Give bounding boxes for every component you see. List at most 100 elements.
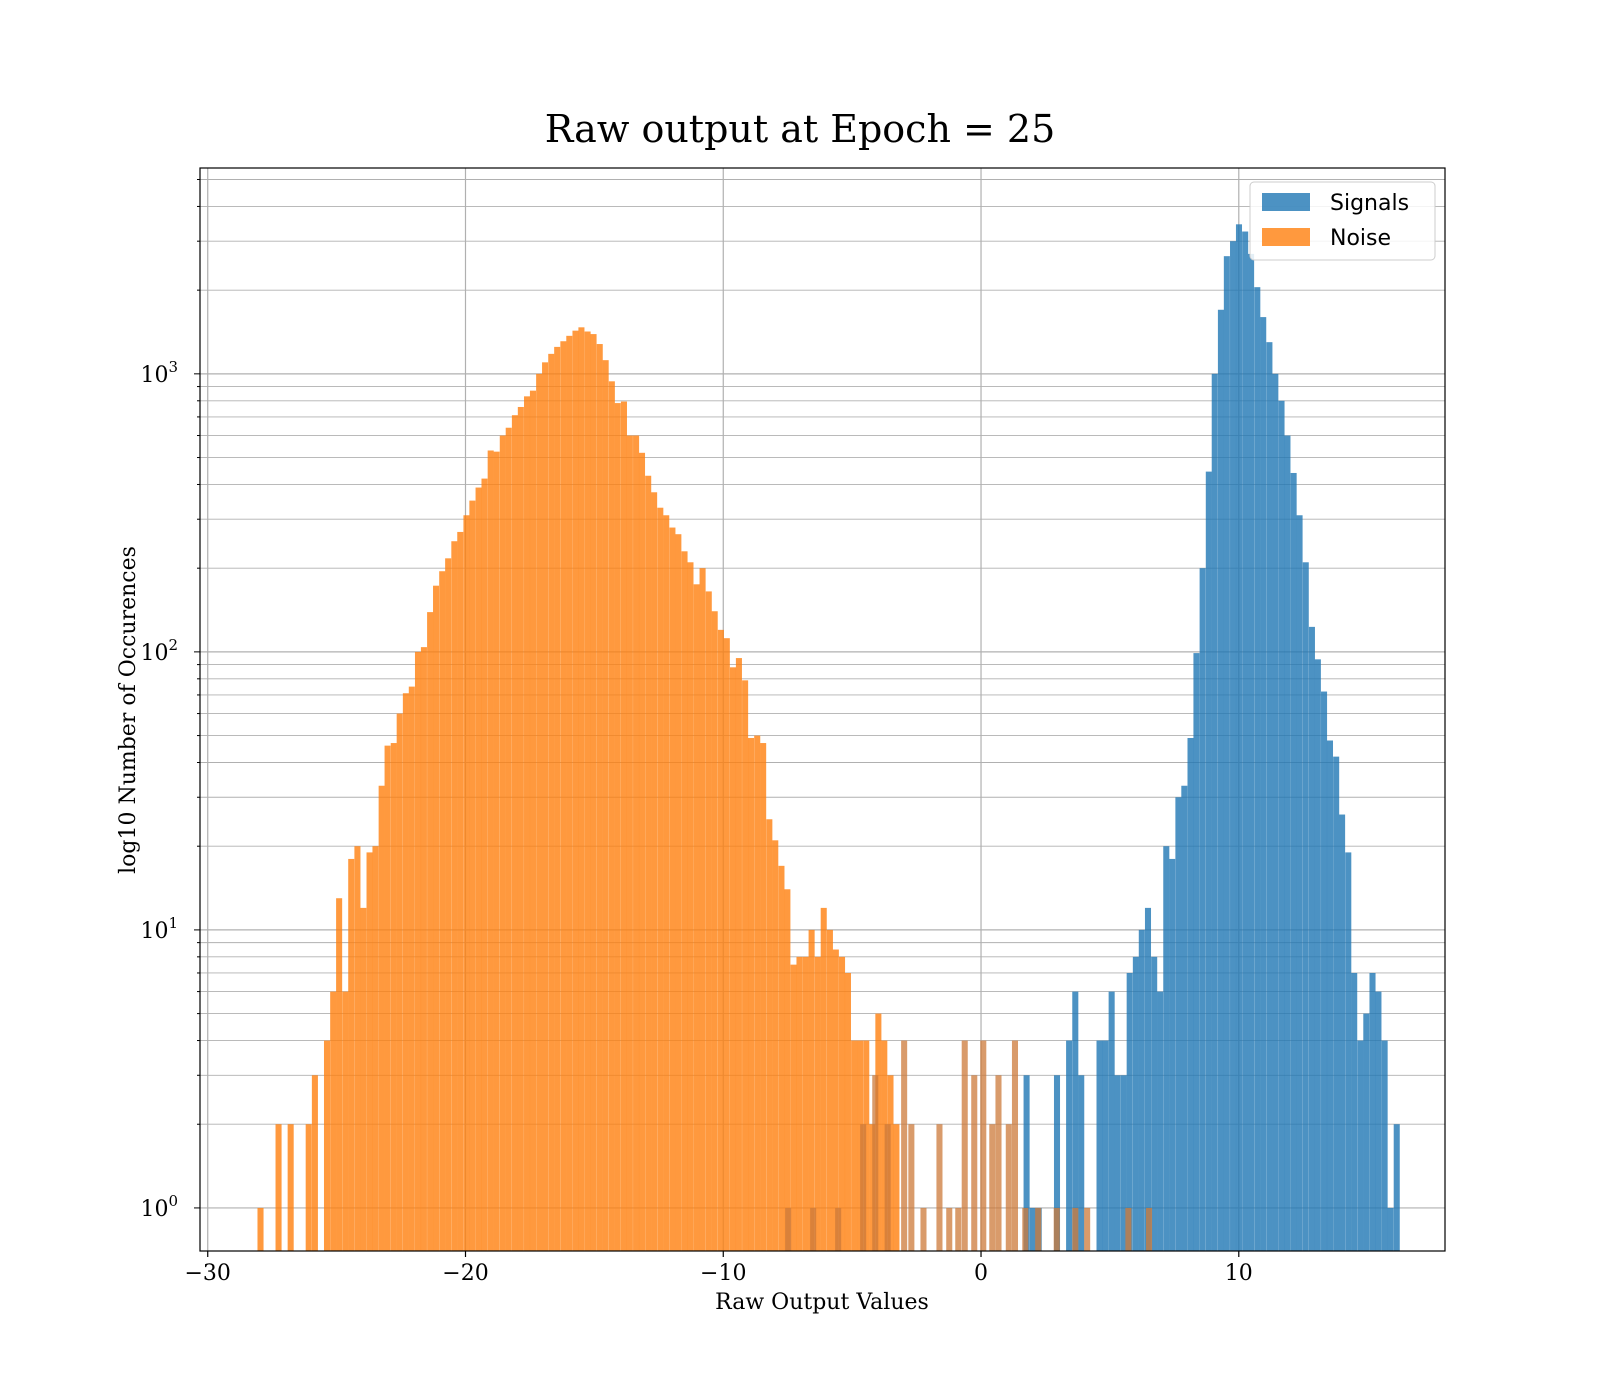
bar-1-6 [330,991,337,1251]
bar-1-36 [511,415,518,1251]
bar-1-66 [693,584,700,1251]
x-tick-label-1: −20 [442,1261,488,1286]
bar-1-14 [378,785,385,1251]
bar-1-44 [560,341,567,1251]
bar-1-42 [548,353,555,1251]
bar-0-18 [1163,846,1170,1251]
bar-1-60 [657,507,664,1252]
bar-0-7 [1096,1040,1103,1251]
bar-1-63 [675,534,682,1251]
bar-2-12 [961,1040,968,1251]
bar-1-10 [354,846,361,1251]
bar-1-75 [748,738,755,1251]
bar-0-25 [1205,471,1212,1251]
bar-0-47 [1339,814,1346,1251]
bar-1-61 [663,515,670,1251]
bar-1-38 [524,396,531,1251]
bar-1-29 [469,500,476,1251]
bar-1-34 [499,435,506,1251]
bar-1-72 [729,667,737,1251]
bar-2-2 [835,1207,842,1251]
bar-1-48 [584,331,591,1251]
bar-0-21 [1181,785,1188,1251]
bar-1-51 [602,360,609,1251]
bar-2-10 [946,1207,953,1251]
bar-0-16 [1151,956,1158,1251]
plot-frame [199,167,1446,1252]
bar-1-84 [802,956,809,1251]
bar-1-45 [566,335,573,1251]
bar-0-8 [1102,1040,1109,1251]
bar-1-50 [596,344,603,1251]
bar-1-47 [578,327,585,1251]
bar-0-15 [1144,907,1152,1251]
bar-1-69 [711,611,718,1251]
bar-2-19 [1022,1207,1029,1251]
bar-1-96 [875,1013,882,1251]
bar-0-45 [1326,740,1334,1251]
bar-1-83 [796,956,803,1251]
bar-2-16 [995,1075,1002,1251]
bar-0-26 [1211,373,1218,1251]
bar-1-16 [390,743,397,1251]
bar-0-27 [1217,309,1224,1252]
bar-1-33 [493,451,500,1251]
bar-1-12 [366,852,373,1251]
bar-0-42 [1308,626,1315,1251]
y-tick-label-3: 103 [140,358,178,388]
bar-2-15 [989,1124,996,1251]
bar-2-1 [810,1207,817,1251]
bar-0-41 [1302,562,1309,1251]
bar-2-8 [920,1207,927,1251]
bar-1-80 [778,865,785,1251]
bar-1-24 [439,571,446,1251]
bar-1-25 [445,558,452,1251]
bar-0-17 [1157,991,1164,1251]
bar-0-35 [1266,342,1273,1251]
bar-1-11 [360,907,367,1251]
legend-label-noise: Noise [1330,226,1391,251]
bar-1-79 [772,840,779,1251]
x-tick-label-3: 0 [974,1261,988,1286]
bar-1-35 [505,427,512,1251]
bar-0-31 [1242,231,1249,1252]
bar-0-32 [1248,253,1255,1251]
bar-1-74 [742,680,749,1251]
bar-1-68 [705,591,712,1251]
bar-0-48 [1345,852,1352,1251]
bar-1-13 [372,846,379,1251]
bar-2-6 [901,1040,908,1251]
bar-2-3 [860,1124,867,1251]
bar-0-13 [1132,956,1139,1251]
legend-label-signals: Signals [1330,191,1409,216]
bar-1-67 [699,568,706,1251]
bar-1-77 [760,743,767,1251]
bar-1-95 [869,1124,876,1251]
bar-0-24 [1199,568,1206,1251]
bar-1-31 [481,478,488,1251]
bar-0-36 [1272,373,1279,1251]
bar-1-62 [669,527,676,1251]
bar-1-2 [287,1124,294,1251]
bar-0-9 [1108,991,1115,1251]
bar-2-24 [1125,1207,1132,1251]
bar-1-8 [342,991,349,1251]
y-tick-label-1: 101 [140,914,178,944]
bar-0-0 [1023,1075,1030,1251]
bar-0-14 [1138,929,1145,1251]
bar-1-58 [645,475,652,1251]
bar-2-0 [785,1207,792,1251]
bar-0-4 [1066,1040,1073,1251]
bar-1-15 [384,745,391,1251]
bar-1-91 [844,972,851,1251]
bar-1-87 [820,907,827,1251]
bar-0-22 [1187,738,1194,1251]
y-axis-ticks: 100 101 102 103 [140,179,200,1222]
bar-0-37 [1278,400,1285,1251]
bar-1-56 [633,435,640,1251]
bar-1-89 [832,949,839,1251]
bar-0-3 [1053,1075,1061,1251]
bar-1-43 [554,346,561,1252]
bar-1-92 [851,1040,858,1251]
